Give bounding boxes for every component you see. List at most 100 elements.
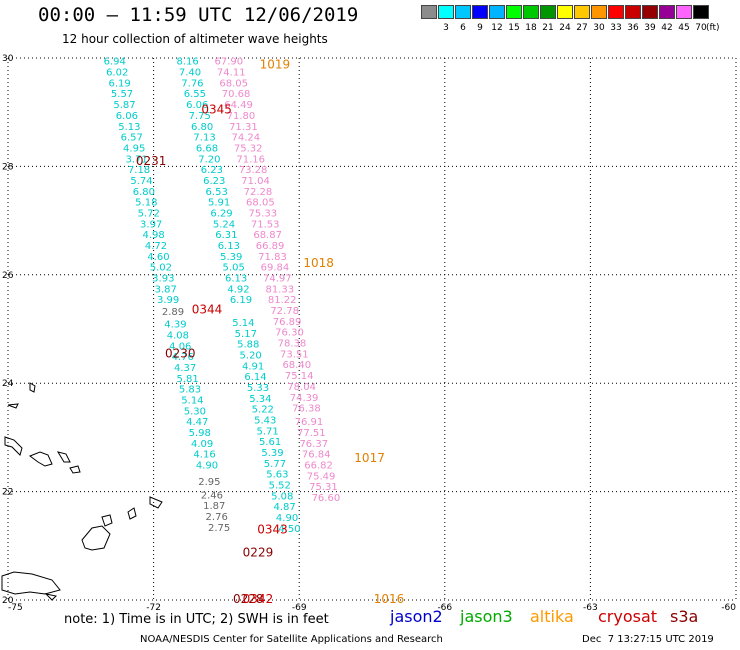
wave-height-value: 4.16 — [193, 450, 215, 461]
wave-height-value: 78.04 — [287, 382, 316, 393]
wave-height-value: 4.76 — [172, 352, 194, 363]
wave-height-value: 6.13 — [218, 241, 240, 252]
island-outline — [56, 451, 71, 463]
wave-height-value: 72.28 — [244, 187, 273, 198]
scale-tick-label: 24 — [559, 23, 571, 33]
wave-height-value: 5.87 — [113, 100, 135, 111]
wave-height-value: 5.33 — [247, 383, 269, 394]
scale-tick-label: 12 — [491, 23, 503, 33]
wave-height-value: 6.14 — [244, 372, 266, 383]
map-grid — [7, 57, 737, 601]
wave-height-value: 5.81 — [176, 374, 198, 385]
wave-height-value: 2.76 — [206, 512, 228, 523]
scale-tick-label: 45 — [678, 23, 690, 33]
page-title: 00:00 – 11:59 UTC 12/06/2019 — [38, 4, 359, 26]
wave-height-value: 5.61 — [259, 437, 281, 448]
wave-height-value: 78.38 — [278, 339, 307, 350]
wave-height-value: 7.13 — [193, 133, 215, 144]
wave-height-value: 6.57 — [121, 133, 143, 144]
wave-height-value: 6.55 — [184, 89, 206, 100]
island-outline — [149, 496, 163, 509]
generated-timestamp: Dec 7 13:27:15 UTC 2019 — [582, 634, 714, 645]
scale-swatch — [574, 5, 590, 19]
pass-time-label: 0228 — [233, 592, 264, 606]
pass-time-label: 1017 — [354, 451, 385, 465]
scale-swatch — [659, 5, 675, 19]
wave-height-value: 4.72 — [145, 241, 167, 252]
island-outline — [81, 525, 111, 551]
pass-time-label: 0229 — [243, 545, 274, 559]
satellite-altika: altika — [530, 607, 574, 626]
scale-swatch — [591, 5, 607, 19]
wave-height-value: 4.95 — [123, 143, 145, 154]
page-subtitle: 12 hour collection of altimeter wave hei… — [62, 32, 328, 46]
wave-height-value: 3.87 — [155, 284, 177, 295]
scale-tick-label: 6 — [460, 23, 466, 33]
scale-tick-label: 70 — [695, 23, 707, 33]
scale-swatch — [472, 5, 488, 19]
wave-height-value: 2.89 — [162, 307, 184, 318]
satellite-cryosat: cryosat — [598, 607, 658, 626]
wave-height-value: 4.90 — [276, 513, 298, 524]
lat-tick-label: 28 — [2, 162, 14, 172]
wave-height-value: 5.14 — [181, 395, 203, 406]
wave-height-value: 8.16 — [176, 57, 198, 68]
wave-height-value: 5.88 — [237, 340, 259, 351]
wave-height-value: 5.43 — [254, 416, 276, 427]
lat-tick-label: 26 — [2, 271, 14, 281]
wave-height-value: 5.52 — [269, 481, 291, 492]
wave-height-value: 76.89 — [273, 317, 302, 328]
wave-height-value: 3.93 — [152, 274, 174, 285]
wave-height-value: 7.20 — [198, 154, 220, 165]
scale-tick-label: 3 — [443, 23, 449, 33]
scale-tick-label: 9 — [477, 23, 483, 33]
wave-height-value: 6.29 — [210, 208, 232, 219]
pass-time-label: 0342 — [243, 592, 274, 606]
pass-time-label: 1019 — [260, 58, 291, 72]
wave-height-value: 71.80 — [227, 111, 256, 122]
wave-height-value: 68.05 — [219, 78, 248, 89]
wave-height-value: 6.19 — [230, 295, 252, 306]
wave-height-value: 75.32 — [234, 143, 263, 154]
wave-height-value: 5.57 — [111, 89, 133, 100]
lat-tick-label: 22 — [2, 488, 13, 498]
wave-height-value: 66.82 — [304, 461, 333, 472]
wave-height-value: 7.75 — [189, 111, 211, 122]
island-outline — [4, 436, 23, 456]
wave-height-value: 5.39 — [220, 252, 242, 263]
wave-height-value: 5.17 — [235, 329, 257, 340]
scale-tick-label: 15 — [508, 23, 520, 33]
scale-swatch — [557, 5, 573, 19]
wave-height-value: 6.06 — [116, 111, 138, 122]
wave-height-value: 3.71 — [125, 154, 147, 165]
pass-time-label: 1018 — [303, 256, 334, 270]
wave-height-value: 4.98 — [142, 230, 164, 241]
scale-swatch — [455, 5, 471, 19]
wave-height-value: 75.49 — [307, 471, 336, 482]
wave-height-value: 70.68 — [222, 89, 251, 100]
wave-height-value: 6.02 — [106, 68, 128, 79]
wave-height-value: 5.02 — [150, 263, 172, 274]
lon-tick-label: -72 — [146, 603, 161, 613]
track-cyan-west: 6.946.026.195.575.876.065.136.574.953.71… — [104, 57, 231, 534]
wave-height-value: 67.90 — [215, 57, 244, 68]
wave-height-value: 4.92 — [227, 284, 249, 295]
scale-swatch — [540, 5, 556, 19]
wave-height-value: 4.90 — [196, 461, 218, 472]
wave-height-value: 1.87 — [203, 501, 225, 512]
scale-swatch — [438, 5, 454, 19]
credit-line: NOAA/NESDIS Center for Satellite Applica… — [140, 634, 443, 645]
pass-time-label: 0231 — [136, 154, 167, 168]
scale-tick-label: 36 — [627, 23, 639, 33]
lon-tick-label: -69 — [292, 603, 307, 613]
wave-height-value: 4.60 — [147, 252, 169, 263]
wave-height-value: 72.78 — [270, 306, 299, 317]
caribbean-islands — [1, 382, 163, 601]
wave-height-value: 5.91 — [208, 198, 230, 209]
island-outline — [69, 465, 81, 474]
scale-tick-label: 27 — [576, 23, 588, 33]
wave-height-value: 68.40 — [282, 360, 311, 371]
wave-height-value: 5.71 — [257, 426, 279, 437]
wave-height-value: 4.87 — [274, 502, 296, 513]
